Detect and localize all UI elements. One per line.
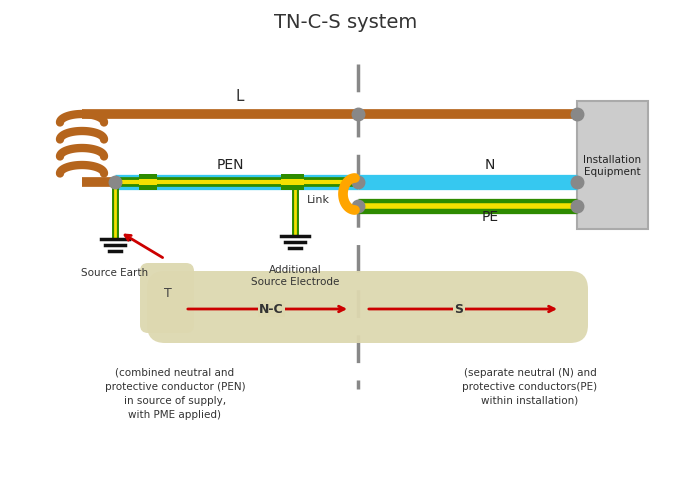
FancyBboxPatch shape bbox=[140, 264, 194, 333]
Text: Link: Link bbox=[307, 194, 330, 204]
Text: N: N bbox=[485, 157, 495, 172]
FancyBboxPatch shape bbox=[147, 271, 588, 343]
Bar bbox=[281, 175, 299, 191]
Bar bbox=[281, 180, 299, 186]
Text: TN-C-S system: TN-C-S system bbox=[274, 12, 417, 31]
Text: L: L bbox=[236, 89, 244, 104]
Text: PEN: PEN bbox=[216, 157, 244, 172]
Text: (combined neutral and
protective conductor (PEN)
in source of supply,
with PME a: (combined neutral and protective conduct… bbox=[105, 367, 245, 419]
Text: Source Earth: Source Earth bbox=[82, 267, 149, 277]
Text: PE: PE bbox=[482, 210, 499, 224]
Text: Additional
Source Electrode: Additional Source Electrode bbox=[251, 264, 339, 287]
Text: (separate neutral (N) and
protective conductors(PE)
within installation): (separate neutral (N) and protective con… bbox=[462, 367, 598, 405]
Bar bbox=[139, 180, 157, 186]
Bar bbox=[577, 102, 648, 229]
Bar bbox=[286, 180, 304, 186]
Text: T: T bbox=[164, 287, 172, 300]
Text: S: S bbox=[455, 303, 464, 316]
Bar bbox=[286, 175, 304, 191]
Bar bbox=[139, 175, 157, 191]
Text: N-C: N-C bbox=[259, 303, 284, 316]
Text: Installation
Equipment: Installation Equipment bbox=[583, 155, 641, 177]
